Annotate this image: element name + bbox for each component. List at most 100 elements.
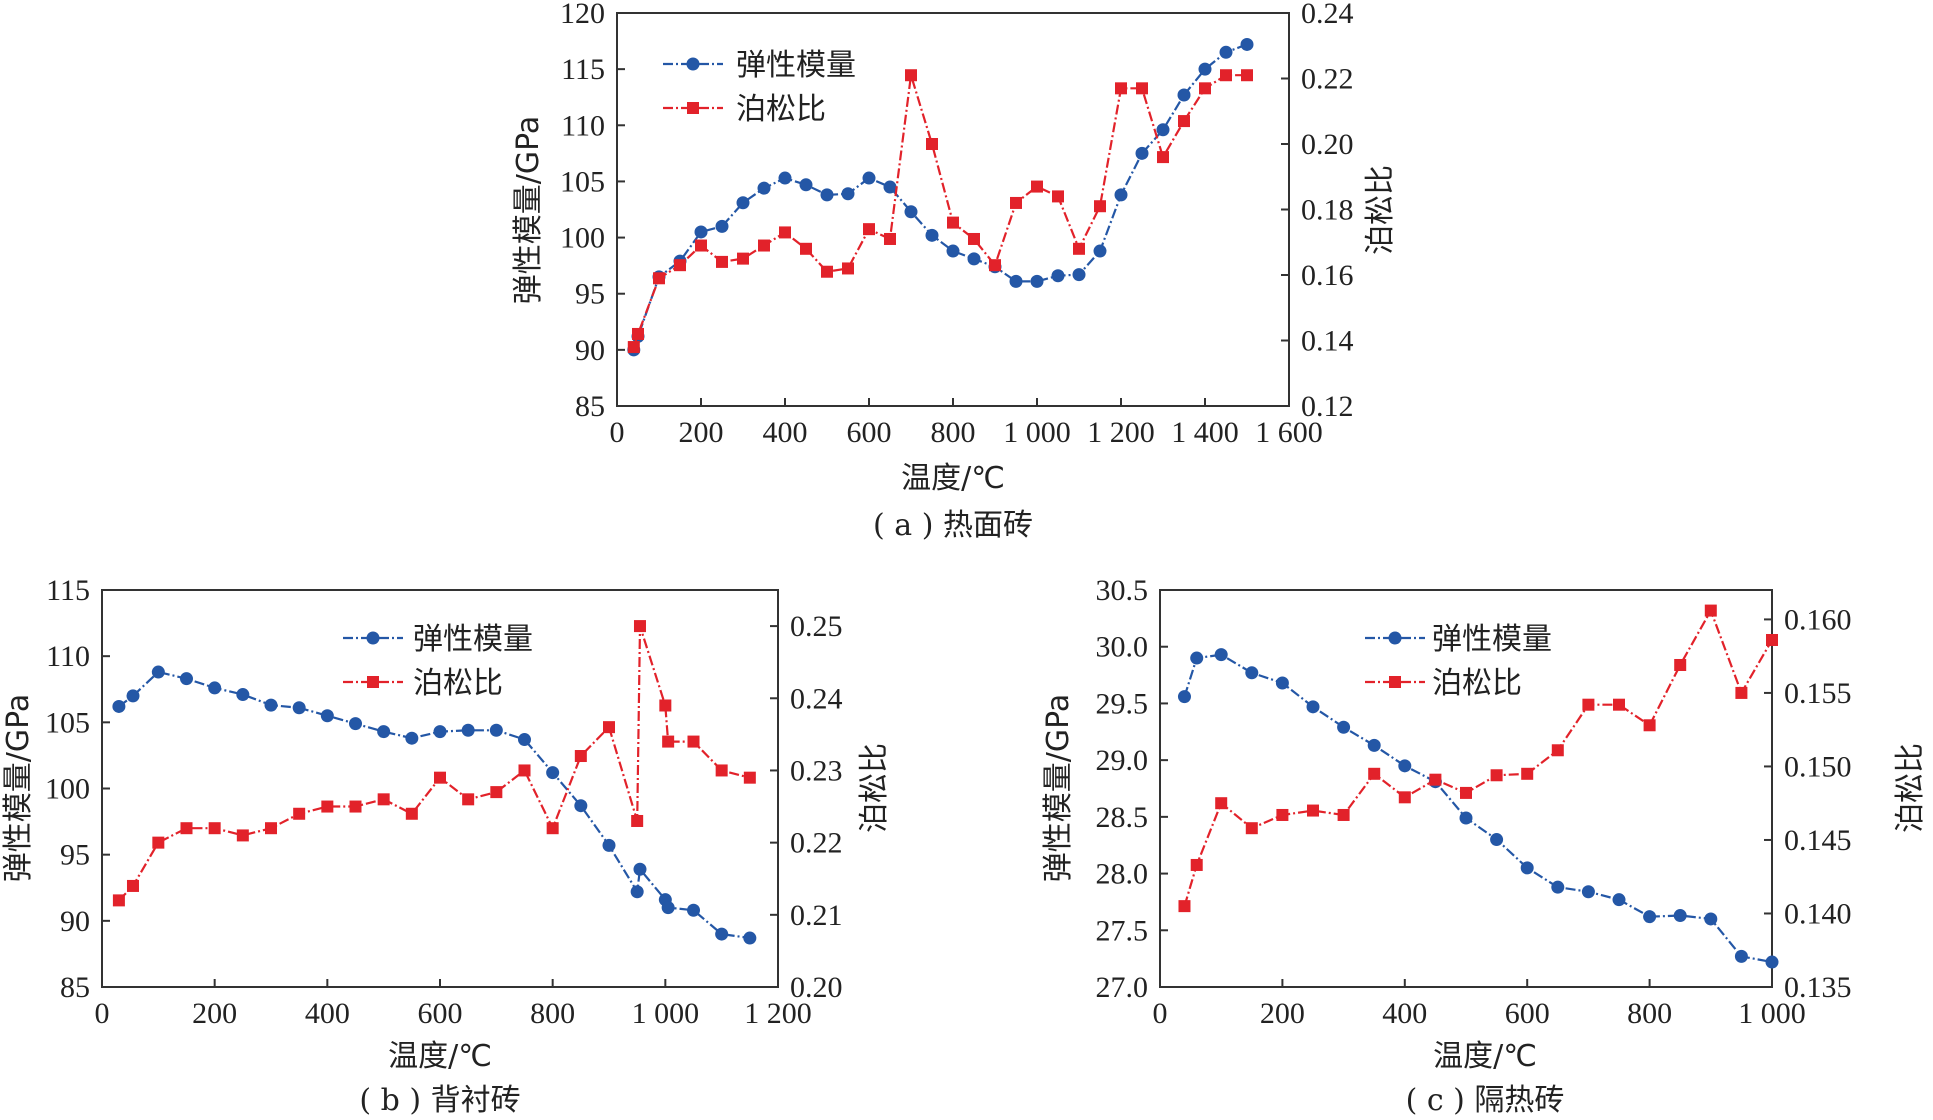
x-tick-label: 600 <box>418 997 463 1030</box>
legend: 弹性模量 泊松比 <box>343 622 533 701</box>
legend-marker-elastic-modulus <box>1388 631 1402 645</box>
point-poisson-ratio <box>152 836 165 849</box>
point-poisson-ratio <box>884 232 896 245</box>
y-right-tick-label: 0.160 <box>1784 603 1852 636</box>
point-poisson-ratio <box>603 721 615 734</box>
point-elastic-modulus <box>1177 690 1191 704</box>
point-poisson-ratio <box>349 800 362 813</box>
y-left-tick-label: 115 <box>46 574 90 607</box>
point-poisson-ratio <box>1368 767 1381 780</box>
point-elastic-modulus <box>236 688 250 702</box>
point-elastic-modulus <box>841 187 855 201</box>
point-poisson-ratio <box>265 822 277 835</box>
point-elastic-modulus <box>1673 909 1687 923</box>
point-poisson-ratio <box>1178 115 1190 128</box>
y-left-tick-label: 90 <box>575 334 605 367</box>
legend-marker-elastic-modulus <box>366 631 380 645</box>
point-poisson-ratio <box>632 327 644 340</box>
y-right-tick-label: 0.22 <box>1301 63 1354 96</box>
x-tick-label: 1 200 <box>1087 416 1155 449</box>
chart-panel-hot-face-brick: 0 200 400 600 800 1 000 1 200 1 400 1 600 85 90 95 1… <box>511 0 1398 543</box>
x-tick-label: 800 <box>931 416 976 449</box>
point-elastic-modulus <box>1214 648 1228 662</box>
point-elastic-modulus <box>489 723 503 737</box>
x-axis-label: 温度/℃ <box>388 1039 492 1074</box>
point-elastic-modulus <box>1337 720 1351 734</box>
legend-label-poisson-ratio: 泊松比 <box>413 666 503 701</box>
point-elastic-modulus <box>1051 269 1065 283</box>
legend-label-poisson-ratio: 泊松比 <box>736 92 826 127</box>
chart-panel-insulating-brick: 0 200 400 600 800 1 000 27.0 27.5 28.0 28.5 29.0 29… <box>1041 574 1928 1118</box>
point-poisson-ratio <box>758 239 770 252</box>
point-elastic-modulus <box>1734 949 1748 963</box>
point-poisson-ratio <box>490 786 503 799</box>
legend-marker-poisson-ratio <box>367 676 379 688</box>
y-right-tick-label: 0.14 <box>1301 325 1354 358</box>
plot-frame <box>616 12 1290 407</box>
point-elastic-modulus <box>151 665 165 679</box>
point-elastic-modulus <box>180 672 193 686</box>
point-poisson-ratio <box>627 341 640 354</box>
point-poisson-ratio <box>695 239 707 252</box>
panel-caption: ( b ) 背衬砖 <box>359 1083 520 1118</box>
x-tick-label: 1 000 <box>1738 997 1806 1030</box>
x-tick-label: 400 <box>305 997 350 1030</box>
point-elastic-modulus <box>1190 651 1204 665</box>
y-axis-left-label: 弹性模量/GPa <box>1041 694 1076 882</box>
y-left-tick-label: 27.0 <box>1096 971 1149 1004</box>
point-poisson-ratio <box>1178 900 1191 913</box>
y-left-tick-label: 95 <box>575 278 605 311</box>
y-axis-left-label: 弹性模量/GPa <box>511 116 546 304</box>
series-line-elastic-modulus <box>632 43 1248 351</box>
point-poisson-ratio <box>779 226 791 239</box>
point-poisson-ratio <box>1521 767 1534 780</box>
legend-marker-elastic-modulus <box>686 57 700 71</box>
point-elastic-modulus <box>518 733 531 747</box>
x-tick-label: 600 <box>847 416 892 449</box>
point-poisson-ratio <box>1052 190 1064 203</box>
point-elastic-modulus <box>778 171 792 185</box>
y-right-tick-label: 0.135 <box>1784 971 1852 1004</box>
point-poisson-ratio <box>1241 69 1253 82</box>
point-elastic-modulus <box>1072 268 1086 282</box>
y-left-tick-label: 110 <box>561 109 605 142</box>
panel-caption: ( c ) 隔热砖 <box>1406 1083 1565 1118</box>
point-elastic-modulus <box>925 228 939 242</box>
x-tick-label: 600 <box>1505 997 1550 1030</box>
point-elastic-modulus <box>320 709 334 723</box>
point-elastic-modulus <box>1219 45 1233 59</box>
point-poisson-ratio <box>1307 804 1319 817</box>
point-elastic-modulus <box>1459 811 1473 825</box>
point-elastic-modulus <box>694 225 708 239</box>
series-line-elastic-modulus <box>118 670 750 940</box>
point-poisson-ratio <box>1094 200 1106 213</box>
legend-label-poisson-ratio: 泊松比 <box>1432 666 1522 701</box>
point-elastic-modulus <box>1245 666 1259 680</box>
point-poisson-ratio <box>126 879 139 892</box>
y-right-tick-label: 0.24 <box>790 682 843 715</box>
y-left-tick-label: 28.0 <box>1096 858 1149 891</box>
x-tick-label: 1 000 <box>1003 416 1071 449</box>
point-poisson-ratio <box>1429 773 1442 786</box>
point-elastic-modulus <box>633 862 647 876</box>
point-elastic-modulus <box>1367 738 1381 752</box>
point-poisson-ratio <box>800 242 812 255</box>
point-poisson-ratio <box>405 807 418 820</box>
panel-caption: ( a ) 热面砖 <box>873 508 1033 543</box>
point-elastic-modulus <box>967 252 981 266</box>
point-poisson-ratio <box>434 771 446 784</box>
point-poisson-ratio <box>1704 604 1717 617</box>
point-poisson-ratio <box>1337 808 1350 821</box>
point-poisson-ratio <box>1199 82 1211 95</box>
point-elastic-modulus <box>715 219 729 233</box>
point-elastic-modulus <box>264 698 278 712</box>
point-elastic-modulus <box>820 188 834 202</box>
point-elastic-modulus <box>661 901 675 915</box>
y-left-tick-label: 90 <box>60 905 90 938</box>
legend-label-elastic-modulus: 弹性模量 <box>1432 622 1552 657</box>
point-elastic-modulus <box>1398 759 1412 773</box>
point-elastic-modulus <box>1114 188 1128 202</box>
y-right-tick-label: 0.145 <box>1784 824 1852 857</box>
y-axis-right-label: 泊松比 <box>1363 165 1398 255</box>
